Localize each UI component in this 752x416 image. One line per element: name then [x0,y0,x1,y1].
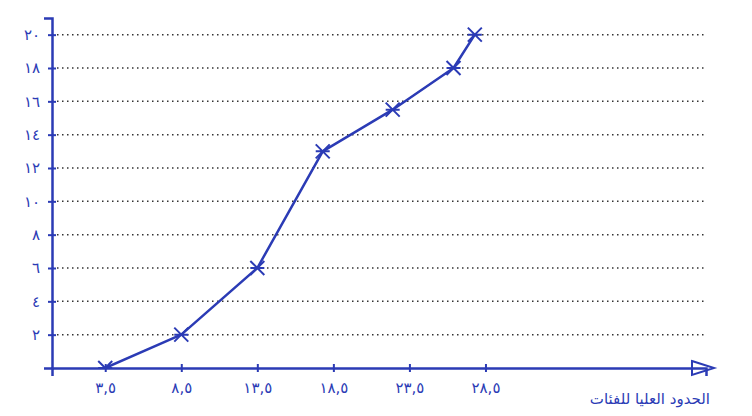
tick-mark [485,364,487,372]
tick: ١٠ [24,193,56,211]
tick-label: ٢٨,٥ [471,379,500,397]
data-point [386,103,400,117]
tick-label: ٦ [32,259,40,277]
tick-label: ١٦ [24,93,40,111]
tick-mark [48,101,56,103]
grid-line [52,67,706,69]
tick-mark [48,201,56,203]
tick: ٨,٥ [171,364,192,397]
data-point [250,261,264,275]
tick-label: ٨,٥ [171,379,192,397]
tick: ١٨ [24,59,56,77]
tick: ٢٠ [24,26,56,44]
data-line [105,35,475,368]
tick-mark [181,364,183,372]
tick-mark [257,364,259,372]
grid-line [52,301,706,303]
tick: ٨ [32,226,56,244]
tick: ٦ [32,259,56,277]
tick-label: ٢٠ [24,26,40,44]
tick-mark [48,34,56,36]
tick-mark [48,334,56,336]
tick-mark [48,134,56,136]
tick-label: ١٠ [24,193,40,211]
tick-mark [48,268,56,270]
grid-line [52,234,706,236]
grid-line [52,101,706,103]
tick: ٢٨,٥ [471,364,500,397]
tick-label: ١٢ [24,159,40,177]
tick-label: ٣,٥ [95,379,116,397]
axis-line [53,369,707,377]
data-point [174,328,188,342]
tick-label: ١٣,٥ [243,379,272,397]
plot-area [98,28,482,368]
tick-label: ١٨,٥ [319,379,348,397]
data-point [468,28,482,42]
tick-label: ٤ [32,293,40,311]
grid-line [52,267,706,269]
y-axis: ٢ ٤ ٦ ٨ ١٠ ١٢ ١٤ ١٦ ١٨ ٢٠ [24,19,56,369]
tick: ١٢ [24,159,56,177]
tick: ١٨,٥ [319,364,348,397]
tick-label: ٢ [32,326,40,344]
grid-line [52,134,706,136]
data-point [316,144,330,158]
tick-label: ٨ [32,226,40,244]
tick: ٢٣,٥ [395,364,424,397]
tick: ١٦ [24,93,56,111]
tick-mark [333,364,335,372]
grid-line [52,201,706,203]
tick-label: ٢٣,٥ [395,379,424,397]
chart: ٢ ٤ ٦ ٨ ١٠ ١٢ ١٤ ١٦ ١٨ ٢٠ ٣,٥ ٨,٥ ١٣,٥ ١٨,٥ ٢٣,٥ ٢٨,٥ ال… [0,0,752,416]
tick-label: ١٨ [24,59,40,77]
tick-label: ١٤ [24,126,40,144]
tick-mark [409,364,411,372]
tick: ٤ [32,293,56,311]
grid-line [52,167,706,169]
grid [52,35,706,335]
tick-mark [48,68,56,70]
tick-mark [48,168,56,170]
grid-line [52,34,706,36]
data-point [447,61,461,75]
tick-mark [48,301,56,303]
x-axis-title: الحدود العليا للفئات [590,390,710,408]
axis-line [44,19,53,369]
tick: ١٤ [24,126,56,144]
axis-arrow [692,361,714,375]
tick: ١٣,٥ [243,364,272,397]
tick-mark [48,234,56,236]
grid-line [52,334,706,336]
tick: ٢ [32,326,56,344]
tick: ٣,٥ [95,364,116,397]
data-point [98,361,112,368]
